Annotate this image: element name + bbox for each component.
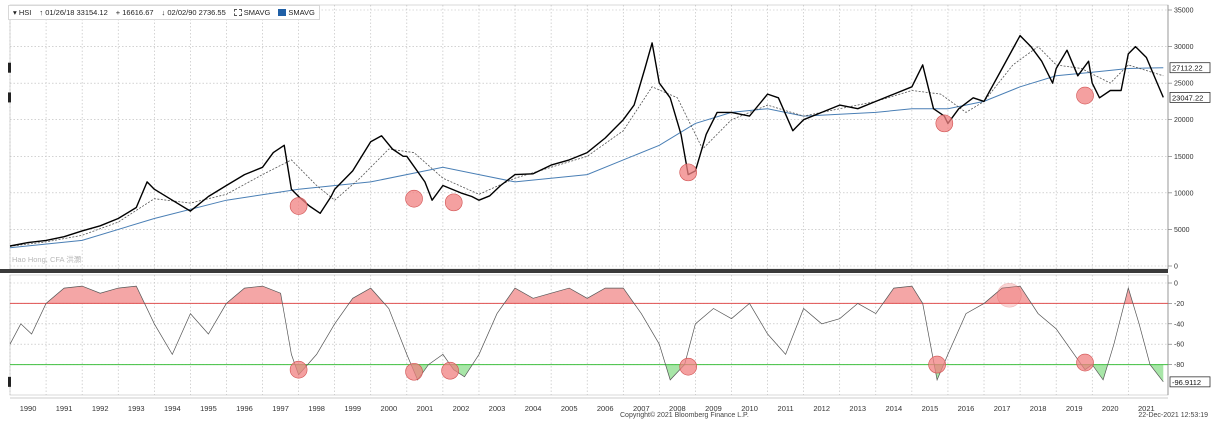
x-tick-label: 2000 xyxy=(380,404,397,413)
y-tick-label: 35000 xyxy=(1174,8,1194,15)
x-tick-label: 2021 xyxy=(1138,404,1155,413)
oscillator-marker xyxy=(1076,353,1094,372)
hsi-price-line xyxy=(9,34,1164,247)
legend-sma-short: SMAVG xyxy=(233,8,270,17)
oscillator-marker xyxy=(996,282,1022,308)
last-value-sma-long-left-tick xyxy=(8,62,11,73)
x-tick-label: 2020 xyxy=(1102,404,1119,413)
chart-legend: ▾ HSI ↑ 01/26/18 33154.12 + 16616.67 ↓ 0… xyxy=(8,5,320,20)
oscillator-marker xyxy=(928,355,946,374)
legend-high: ↑ 01/26/18 33154.12 xyxy=(39,8,108,17)
x-tick-label: 2010 xyxy=(741,404,758,413)
oscillator-marker xyxy=(289,360,308,379)
x-tick-label: 2016 xyxy=(958,404,975,413)
y-tick-label: -40 xyxy=(1174,321,1184,328)
oscillator-line xyxy=(9,285,1164,383)
y-tick-label: 10000 xyxy=(1174,190,1194,197)
x-tick-label: 2013 xyxy=(849,404,866,413)
price-bottom-marker xyxy=(405,189,423,208)
x-tick-label: 1995 xyxy=(200,404,217,413)
x-tick-label: 1990 xyxy=(20,404,37,413)
x-tick-label: 2014 xyxy=(885,404,902,413)
price-panel-frame xyxy=(9,4,1169,270)
x-tick-label: 1992 xyxy=(92,404,109,413)
price-bottom-marker xyxy=(935,114,954,133)
x-tick-label: 2006 xyxy=(597,404,614,413)
panel-divider xyxy=(0,269,1168,273)
oscillator-marker xyxy=(441,361,459,380)
last-value-oscillator-left-tick xyxy=(8,376,11,387)
y-tick-label: 0 xyxy=(1174,264,1178,271)
price-bottom-marker xyxy=(444,193,463,212)
oscillator-marker xyxy=(405,362,423,381)
price-bottom-marker xyxy=(679,163,698,182)
x-tick-label: 2005 xyxy=(561,404,578,413)
x-tick-label: 1994 xyxy=(164,404,181,413)
x-tick-label: 1997 xyxy=(272,404,289,413)
last-value-price: 23047.22 xyxy=(1172,93,1203,102)
legend-low: ↓ 02/02/90 2736.55 xyxy=(161,8,226,17)
author-watermark: Hao Hong, CFA 洪灝 xyxy=(12,255,82,264)
x-tick-label: 2019 xyxy=(1066,404,1083,413)
x-tick-label: 1998 xyxy=(308,404,325,413)
sma-long-line xyxy=(9,67,1164,249)
y-tick-label: 15000 xyxy=(1174,154,1194,161)
y-tick-label: 0 xyxy=(1174,281,1178,288)
last-value-price-left-tick xyxy=(8,92,11,103)
y-tick-label: -80 xyxy=(1174,362,1184,369)
timestamp: 22-Dec-2021 12:53:19 xyxy=(1138,412,1208,419)
last-value-price-box xyxy=(1169,92,1211,103)
price-bottom-marker xyxy=(1076,86,1094,105)
x-tick-label: 2007 xyxy=(633,404,650,413)
x-tick-label: 2017 xyxy=(994,404,1011,413)
overbought-fill xyxy=(10,286,1164,304)
legend-ticker: ▾ HSI xyxy=(13,8,32,17)
last-value-sma-long-box xyxy=(1169,62,1211,74)
x-tick-label: 2001 xyxy=(417,404,434,413)
sma-short-line xyxy=(9,46,1164,247)
x-tick-label: 2008 xyxy=(669,404,686,413)
x-tick-label: 1993 xyxy=(128,404,145,413)
last-value-oscillator: -96.9112 xyxy=(1172,378,1201,387)
last-value-oscillator-box xyxy=(1169,376,1211,388)
x-tick-label: 2009 xyxy=(705,404,722,413)
y-tick-label: 25000 xyxy=(1174,81,1194,88)
oscillator-marker xyxy=(679,357,698,376)
x-tick-label: 2018 xyxy=(1030,404,1047,413)
y-tick-label: 20000 xyxy=(1174,117,1194,124)
oscillator-panel-frame xyxy=(9,274,1169,396)
price-bottom-marker xyxy=(289,197,308,215)
legend-avg: + 16616.67 xyxy=(115,8,154,17)
x-tick-label: 2015 xyxy=(922,404,939,413)
x-tick-label: 1996 xyxy=(236,404,253,413)
x-tick-label: 2012 xyxy=(813,404,830,413)
y-tick-label: 30000 xyxy=(1174,44,1194,51)
x-tick-label: 2004 xyxy=(525,404,542,413)
y-tick-label: -60 xyxy=(1174,342,1184,349)
copyright-text: Copyright© 2021 Bloomberg Finance L.P. xyxy=(620,412,749,419)
x-tick-label: 1999 xyxy=(344,404,361,413)
x-tick-label: 2011 xyxy=(778,404,794,413)
last-value-sma-long: 27112.22 xyxy=(1172,64,1203,73)
y-tick-label: 5000 xyxy=(1174,227,1190,234)
legend-sma-long: SMAVG xyxy=(278,8,315,17)
x-tick-label: 1991 xyxy=(56,404,73,413)
x-tick-label: 2003 xyxy=(489,404,506,413)
y-tick-label: -20 xyxy=(1174,301,1184,308)
x-tick-label: 2002 xyxy=(453,404,470,413)
